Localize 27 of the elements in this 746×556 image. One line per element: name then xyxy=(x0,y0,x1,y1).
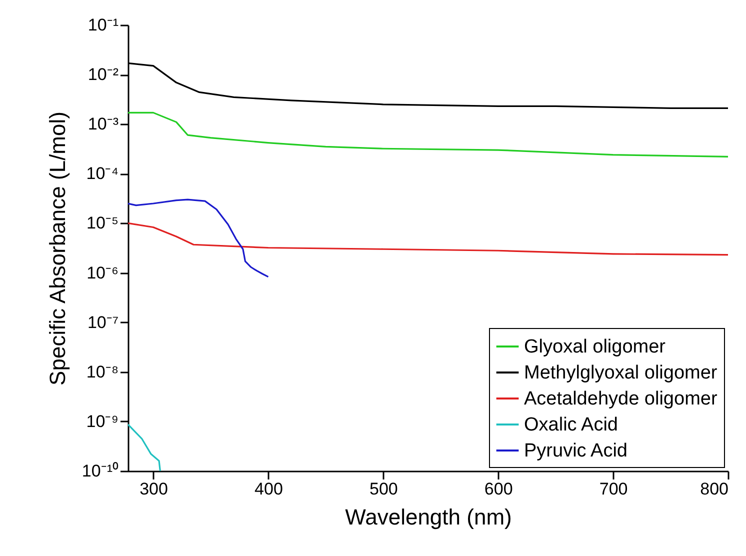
y-tick-label: 10⁻⁷ xyxy=(87,312,118,332)
line-series xyxy=(128,198,270,278)
line-series xyxy=(128,222,728,256)
y-tick-label: 10⁻⁵ xyxy=(86,214,118,233)
y-tick-label: 10⁻³ xyxy=(88,114,119,134)
x-axis-title: Wavelength (nm) xyxy=(345,504,512,530)
x-tick-label: 600 xyxy=(484,480,513,498)
y-tick-label: 10⁻⁴ xyxy=(86,164,118,184)
y-tick-label: 10⁻¹⁰ xyxy=(82,462,118,480)
y-tick-label: 10⁻⁶ xyxy=(86,263,118,282)
y-tick-label: 10⁻⁹ xyxy=(86,412,118,431)
legend-label: Methylglyoxal oligomer xyxy=(524,362,718,384)
legend-label: Glyoxal oligomer xyxy=(524,336,666,358)
x-tick-label: 300 xyxy=(140,480,168,498)
x-tick-label: 400 xyxy=(254,480,283,498)
y-axis-title: Specific Absorbance (L/mol) xyxy=(44,112,70,386)
legend-label: Oxalic Acid xyxy=(524,414,618,436)
x-tick-label: 700 xyxy=(599,480,628,498)
y-tick-label: 10⁻⁸ xyxy=(86,362,118,382)
x-tick-label: 500 xyxy=(369,480,398,498)
legend-label: Acetaldehyde oligomer xyxy=(524,388,718,410)
line-series xyxy=(128,424,161,471)
x-tick-label: 800 xyxy=(700,480,728,498)
y-tick-label: 10⁻² xyxy=(88,65,119,84)
legend-label: Pyruvic Acid xyxy=(524,440,628,462)
line-series xyxy=(128,112,728,158)
y-tick-label: 10⁻¹ xyxy=(88,16,119,34)
